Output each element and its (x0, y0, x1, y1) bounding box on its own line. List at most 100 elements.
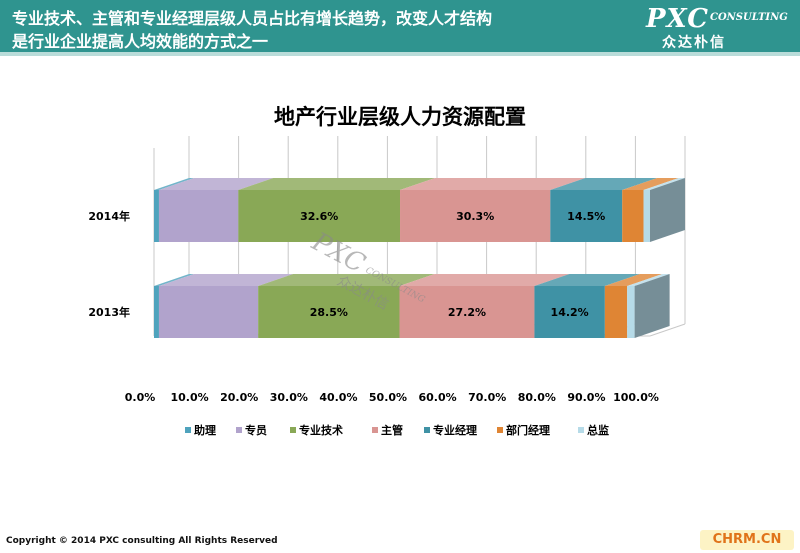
legend-label: 专员 (245, 423, 267, 437)
copyright-text: Copyright © 2014 PXC consulting All Righ… (6, 536, 278, 546)
data-label: 32.6% (300, 210, 338, 223)
y-axis-categories: 2014年 2013年 (88, 209, 130, 319)
bar-top (258, 274, 435, 286)
bar-front (534, 286, 605, 338)
bar-front (158, 190, 239, 242)
bar-end-face (650, 178, 685, 242)
legend-swatch (185, 427, 191, 433)
bar-segment: 28.5% (258, 274, 435, 338)
bars: 32.6% 30.3% 14.5% 28.5% 27.2% 14.2% (154, 178, 685, 338)
bar-segment: 32.6% (238, 178, 436, 242)
bar-segment: 14.5% (550, 178, 658, 242)
bar-front (627, 286, 635, 338)
bar-front (399, 286, 535, 338)
legend-swatch (290, 427, 296, 433)
bar-front (622, 190, 644, 242)
bar-segment (158, 178, 274, 242)
bar-segment: 30.3% (400, 178, 586, 242)
x-tick-label: 100.0% (613, 391, 659, 404)
bar-top (604, 274, 663, 286)
legend-label: 主管 (381, 423, 403, 437)
legend-item: 专业技术 (290, 423, 343, 437)
bar-top (158, 178, 274, 190)
bar-front (604, 286, 628, 338)
title-banner: 专业技术、主管和专业经理层级人员占比有增长趋势，改变人才结构 是行业企业提高人均… (0, 0, 800, 52)
bar-top (400, 178, 586, 190)
bar-segment (158, 274, 294, 338)
bar-front (154, 286, 159, 338)
data-label: 30.3% (456, 210, 494, 223)
bar-segment (643, 178, 685, 242)
bar-top (238, 178, 436, 190)
legend-label: 助理 (194, 423, 216, 437)
bar-top (154, 274, 194, 286)
legend-item: 主管 (372, 423, 403, 437)
site-watermark-badge: CHRM.CN (700, 530, 794, 550)
chart-title: 地产行业层级人力资源配置 (274, 105, 526, 129)
bar-top (399, 274, 570, 286)
bar-row: 28.5% 27.2% 14.2% (154, 274, 670, 338)
logo-main-text: PXC (646, 4, 709, 34)
category-label: 2013年 (88, 305, 130, 319)
floor-gridline (649, 323, 686, 337)
legend-label: 专业技术 (299, 423, 343, 437)
bar-front (400, 190, 551, 242)
header-divider (0, 52, 800, 56)
bar-segment: 14.2% (534, 274, 640, 338)
bar-top (154, 178, 194, 190)
logo-sub-text: CONSULTING (710, 12, 788, 23)
bar-front (158, 286, 259, 338)
x-tick-label: 60.0% (419, 391, 457, 404)
x-tick-label: 30.0% (270, 391, 308, 404)
bar-segment (622, 178, 679, 242)
bar-segment (627, 274, 670, 338)
x-tick-label: 80.0% (518, 391, 556, 404)
x-tick-label: 50.0% (369, 391, 407, 404)
legend-label: 专业经理 (433, 423, 477, 437)
legend-swatch (578, 427, 584, 433)
bar-segment (154, 178, 194, 242)
bar-top (550, 178, 658, 190)
legend-swatch (372, 427, 378, 433)
pxc-logo: PXC CONSULTING 众达朴信 (640, 4, 800, 51)
data-label: 14.5% (567, 210, 605, 223)
legend: 助理 专员 专业技术 主管 专业经理 部门经理 总监 (185, 423, 609, 437)
bar-front (643, 190, 650, 242)
bar-front (238, 190, 401, 242)
data-label: 14.2% (551, 306, 589, 319)
legend-item: 部门经理 (497, 423, 550, 437)
x-tick-label: 0.0% (125, 391, 156, 404)
data-label: 27.2% (448, 306, 486, 319)
x-tick-label: 20.0% (220, 391, 258, 404)
bar-front (550, 190, 623, 242)
bar-segment (154, 274, 194, 338)
bar-segment (604, 274, 663, 338)
bar-front (154, 190, 159, 242)
legend-label: 部门经理 (506, 423, 550, 437)
x-axis: 0.0% 10.0% 20.0% 30.0% 40.0% 50.0% 60.0% 70.0% 8… (125, 391, 659, 404)
x-tick-label: 70.0% (468, 391, 506, 404)
legend-item: 专员 (236, 423, 267, 437)
bar-top (643, 178, 685, 190)
x-tick-label: 10.0% (171, 391, 209, 404)
legend-swatch (424, 427, 430, 433)
legend-swatch (497, 427, 503, 433)
bar-front (258, 286, 400, 338)
legend-item: 助理 (185, 423, 216, 437)
logo-cn-text: 众达朴信 (662, 35, 726, 51)
stacked-bar-chart: 地产行业层级人力资源配置 32.6% 30.3% 14.5% 28.5% 27.2% 14… (88, 105, 686, 437)
legend-swatch (236, 427, 242, 433)
bar-top (622, 178, 679, 190)
bar-top (627, 274, 670, 286)
bar-top (158, 274, 294, 286)
legend-item: 专业经理 (424, 423, 477, 437)
x-tick-label: 90.0% (567, 391, 605, 404)
slide-title-line1: 专业技术、主管和专业经理层级人员占比有增长趋势，改变人才结构 (12, 9, 493, 28)
legend-item: 总监 (578, 423, 609, 437)
data-label: 28.5% (310, 306, 348, 319)
slide-title-line2: 是行业企业提高人均效能的方式之一 (12, 32, 269, 51)
bar-top (534, 274, 640, 286)
legend-label: 总监 (587, 423, 609, 437)
category-label: 2014年 (88, 209, 130, 223)
bar-end-face (634, 274, 670, 338)
